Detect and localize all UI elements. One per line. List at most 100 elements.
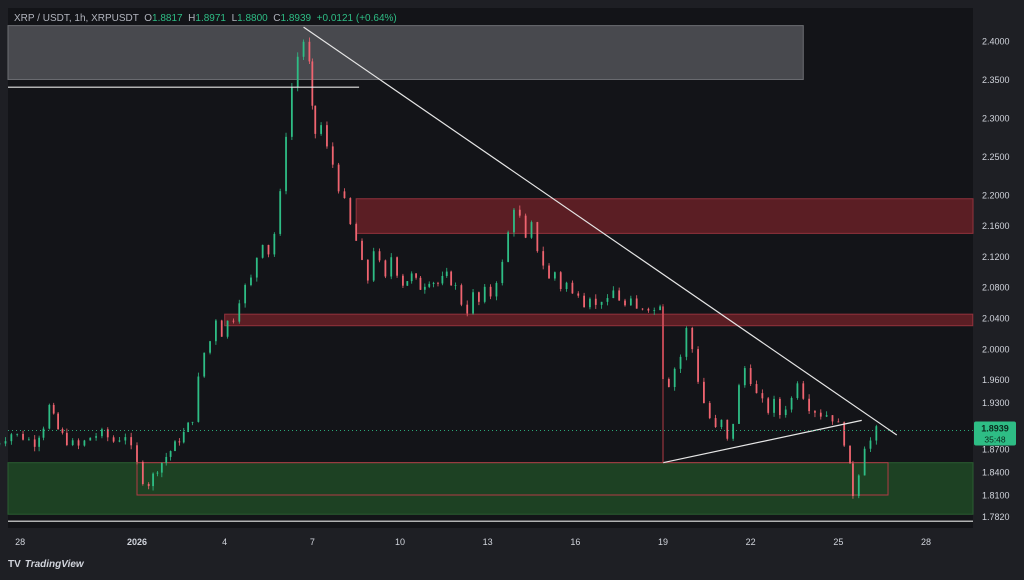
candle-body <box>530 222 533 238</box>
candle-body <box>314 105 317 134</box>
supply-zone <box>7 25 804 80</box>
candle-body <box>624 300 626 306</box>
candle-body <box>852 463 854 496</box>
candle-body <box>215 320 217 342</box>
price-tick-label: 2.4000 <box>982 37 1010 47</box>
candle-body <box>767 398 770 413</box>
candle-body <box>553 272 556 279</box>
low-label: L <box>231 13 238 24</box>
candle-body <box>454 285 457 286</box>
last-price-box <box>974 421 1016 446</box>
candle-body <box>653 310 656 311</box>
candle-body <box>507 232 510 262</box>
candle-body <box>33 439 36 447</box>
candle-body <box>635 298 638 309</box>
candle-body <box>95 436 97 438</box>
candle-body <box>396 257 398 276</box>
candle-body <box>372 251 375 281</box>
candle-body <box>285 136 287 192</box>
candle-body <box>857 475 860 496</box>
candle-body <box>483 286 486 302</box>
candle-body <box>250 277 252 286</box>
candle-body <box>232 320 235 322</box>
candle-body <box>600 301 603 305</box>
candle-body <box>559 272 562 290</box>
low-value: 1.8800 <box>237 13 268 24</box>
price-tick-label: 1.8100 <box>982 491 1010 501</box>
symbol-name: XRP / USDT, 1h, XRPUSDT <box>14 13 139 24</box>
candle-body <box>618 290 621 301</box>
candle-body <box>267 244 270 255</box>
candle-body <box>255 257 258 278</box>
candle-body <box>778 398 781 415</box>
candle-body <box>130 437 133 446</box>
candle-body <box>849 445 851 464</box>
candle-body <box>361 240 363 260</box>
candle-body <box>311 61 314 106</box>
candle-body <box>83 440 86 446</box>
candle-body <box>489 286 492 297</box>
close-label: C <box>273 13 281 24</box>
price-tick-label: 1.8400 <box>982 467 1010 477</box>
candle-body <box>495 283 498 297</box>
candle-body <box>831 415 834 422</box>
candle-body <box>577 293 580 296</box>
candle-body <box>814 411 816 413</box>
candle-body <box>501 261 504 284</box>
change-value: +0.0121 (+0.64%) <box>316 13 397 24</box>
candle-body <box>296 56 299 88</box>
candle-body <box>825 415 828 417</box>
tradingview-brand[interactable]: TV TradingView <box>8 559 84 570</box>
candle-body <box>697 349 699 382</box>
candle-body <box>612 290 615 299</box>
candle-body <box>320 125 322 134</box>
candle-body <box>331 146 334 165</box>
time-tick-label: 7 <box>310 537 315 547</box>
candle-body <box>226 320 229 337</box>
candle-body <box>290 87 293 137</box>
candle-body <box>606 298 609 302</box>
candle-body <box>423 286 426 290</box>
tradingview-logo-icon: TV <box>8 559 21 570</box>
candle-body <box>571 282 574 294</box>
candle-body <box>302 41 305 57</box>
candle-body <box>819 412 822 417</box>
candle-body <box>565 282 568 290</box>
candle-body <box>691 327 694 350</box>
candle-body <box>182 431 185 443</box>
candle-body <box>57 413 59 430</box>
candle-body <box>4 441 7 444</box>
plot-area[interactable] <box>8 8 973 528</box>
candle-body <box>875 426 878 441</box>
time-tick-label: 28 <box>921 537 931 547</box>
candle-body <box>77 440 80 446</box>
price-tick-label: 2.1200 <box>982 252 1010 262</box>
candle-body <box>191 421 194 423</box>
candle-body <box>197 376 200 422</box>
trend-line <box>662 419 862 464</box>
candle-body <box>761 393 764 399</box>
candle-body <box>209 341 211 353</box>
candle-body <box>594 298 597 305</box>
candle-body <box>629 298 632 306</box>
candle-body <box>548 265 550 279</box>
candle-body <box>61 429 64 433</box>
open-label: O <box>144 13 153 24</box>
candle-body <box>279 191 282 234</box>
candle-body <box>441 275 444 284</box>
candle-body <box>48 404 51 429</box>
high-value: 1.8971 <box>195 13 226 24</box>
candle-body <box>410 273 413 282</box>
candle-body <box>524 215 527 238</box>
candle-body <box>136 445 138 462</box>
candle-body <box>27 439 30 441</box>
time-tick-label: 4 <box>222 537 227 547</box>
candle-body <box>118 440 121 442</box>
candle-body <box>141 461 144 485</box>
open-value: 1.8817 <box>152 13 183 24</box>
candle-body <box>261 244 264 258</box>
candle-body <box>187 422 190 432</box>
price-tick-label: 1.9600 <box>982 375 1010 385</box>
